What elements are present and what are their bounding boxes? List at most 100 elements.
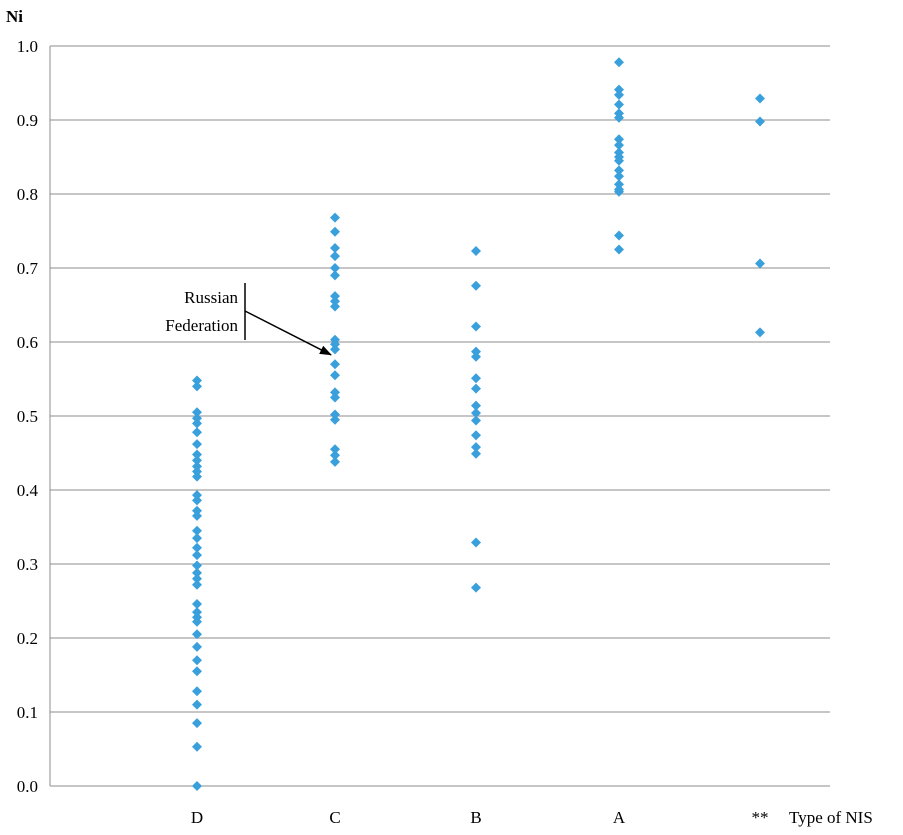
data-point xyxy=(192,699,202,710)
x-tick-label: D xyxy=(191,808,203,827)
y-tick-label: 0.6 xyxy=(17,333,38,352)
data-point xyxy=(192,525,202,536)
data-point xyxy=(471,408,481,419)
data-point xyxy=(192,471,202,482)
annotation-line-1: Russian xyxy=(184,288,238,307)
data-point xyxy=(192,686,202,697)
y-tick-labels: 0.0 0.1 0.2 0.3 0.4 0.5 0.6 0.7 0.8 0.9 1.0 xyxy=(17,37,39,796)
data-point xyxy=(192,550,202,561)
data-point xyxy=(614,171,624,182)
annotation-russian-federation: Russian Federation xyxy=(165,283,332,356)
data-point xyxy=(330,409,340,420)
data-points xyxy=(192,57,765,791)
data-point xyxy=(330,226,340,237)
x-tick-label: B xyxy=(470,808,481,827)
data-point xyxy=(330,444,340,455)
data-point xyxy=(330,392,340,403)
data-point xyxy=(614,89,624,100)
data-point xyxy=(330,370,340,381)
data-point xyxy=(192,598,202,609)
data-point xyxy=(192,573,202,584)
y-tick-label: 0.1 xyxy=(17,703,38,722)
data-point xyxy=(192,407,202,418)
data-point xyxy=(471,582,481,593)
data-point xyxy=(192,466,202,477)
data-point xyxy=(330,387,340,398)
data-point xyxy=(192,449,202,460)
data-point xyxy=(614,179,624,190)
data-point xyxy=(192,490,202,501)
data-point xyxy=(192,629,202,640)
data-point xyxy=(192,781,202,791)
data-point xyxy=(192,641,202,652)
data-point xyxy=(471,346,481,357)
data-point xyxy=(192,560,202,571)
data-point xyxy=(192,607,202,618)
data-point xyxy=(192,461,202,472)
data-point xyxy=(192,567,202,578)
data-point xyxy=(330,344,340,355)
data-point xyxy=(614,165,624,176)
data-point xyxy=(471,448,481,459)
data-point xyxy=(330,414,340,425)
x-tick-labels: D C B A ** xyxy=(191,808,769,827)
data-point xyxy=(614,230,624,241)
data-point xyxy=(330,212,340,223)
data-point xyxy=(755,258,765,269)
data-point xyxy=(471,373,481,384)
data-point xyxy=(192,427,202,438)
x-tick-label: ** xyxy=(752,808,769,827)
data-point xyxy=(330,301,340,312)
data-point xyxy=(471,400,481,411)
data-point xyxy=(614,112,624,123)
y-tick-label: 0.5 xyxy=(17,407,38,426)
y-tick-label: 0.0 xyxy=(17,777,38,796)
y-tick-label: 0.4 xyxy=(17,481,39,500)
data-point xyxy=(192,413,202,424)
data-point xyxy=(192,718,202,729)
y-tick-label: 0.3 xyxy=(17,555,38,574)
y-tick-label: 0.2 xyxy=(17,629,38,648)
data-point xyxy=(614,134,624,145)
data-point xyxy=(471,430,481,441)
data-point xyxy=(192,418,202,429)
x-axis-label: Type of NIS xyxy=(789,808,873,827)
x-tick-label: C xyxy=(329,808,340,827)
data-point xyxy=(330,450,340,461)
data-point xyxy=(192,510,202,521)
annotation-line-2: Federation xyxy=(165,316,238,335)
data-point xyxy=(330,270,340,281)
y-tick-label: 1.0 xyxy=(17,37,38,56)
data-point xyxy=(755,116,765,127)
data-point xyxy=(192,616,202,627)
data-point xyxy=(330,296,340,307)
data-point xyxy=(330,339,340,350)
data-point xyxy=(192,375,202,386)
data-point xyxy=(192,741,202,752)
y-axis-label: Ni xyxy=(6,7,23,26)
data-point xyxy=(330,456,340,467)
data-point xyxy=(614,186,624,197)
data-point xyxy=(192,655,202,666)
data-point xyxy=(614,155,624,166)
data-point xyxy=(614,140,624,151)
data-point xyxy=(192,533,202,544)
data-point xyxy=(471,383,481,394)
data-point xyxy=(192,439,202,450)
data-point xyxy=(192,495,202,506)
data-point xyxy=(471,537,481,548)
data-point xyxy=(471,415,481,426)
y-tick-label: 0.7 xyxy=(17,259,39,278)
data-point xyxy=(330,263,340,273)
data-point xyxy=(614,84,624,95)
data-point xyxy=(755,93,765,104)
gridlines xyxy=(50,45,830,787)
data-point xyxy=(471,280,481,291)
data-point xyxy=(330,251,340,262)
data-point xyxy=(330,359,340,370)
x-tick-label: A xyxy=(613,808,626,827)
data-point xyxy=(192,579,202,590)
data-point xyxy=(192,381,202,392)
data-point xyxy=(471,245,481,256)
